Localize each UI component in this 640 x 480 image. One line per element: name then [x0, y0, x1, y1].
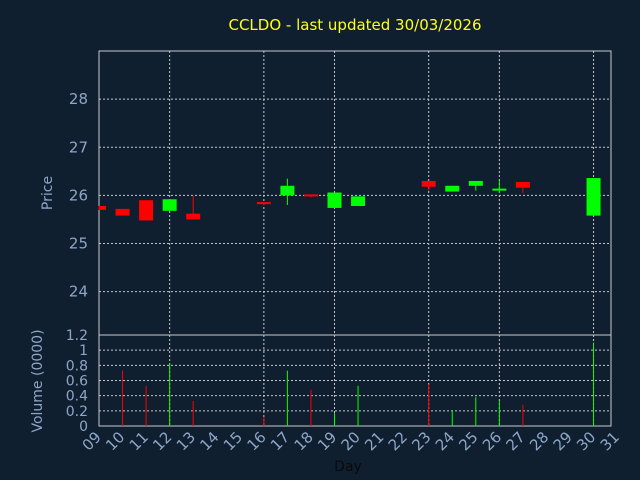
- candle-body: [115, 208, 130, 216]
- volume-tick-label: 0.2: [66, 404, 88, 420]
- candle-body: [256, 202, 271, 205]
- x-tick-label: 18: [291, 428, 317, 454]
- candle-body: [515, 181, 530, 188]
- candle-body: [351, 196, 366, 206]
- x-tick-label: 19: [314, 428, 340, 454]
- x-tick-label: 17: [267, 428, 293, 454]
- candle: [256, 202, 271, 206]
- candle-body: [492, 188, 507, 191]
- candle: [139, 200, 154, 221]
- candle: [421, 180, 436, 191]
- volume-tick-label: 1.2: [66, 328, 88, 344]
- candle-body: [162, 199, 177, 211]
- candle: [115, 208, 130, 216]
- x-tick-label: 21: [361, 428, 387, 454]
- candle-body: [303, 194, 318, 197]
- candle: [98, 205, 106, 210]
- x-tick-label: 22: [385, 428, 411, 454]
- volume-axis-label: Volume (0000): [30, 329, 46, 432]
- x-tick-label: 15: [220, 428, 246, 454]
- candle: [492, 180, 507, 193]
- x-tick-label: 30: [573, 428, 599, 454]
- candle-body: [186, 213, 201, 220]
- x-tick-label: 28: [526, 428, 552, 454]
- candle: [445, 185, 460, 192]
- x-tick-label: 24: [432, 428, 458, 454]
- candle: [186, 195, 201, 220]
- x-tick-label: 14: [196, 428, 222, 454]
- price-tick-label: 26: [69, 186, 88, 204]
- price-tick-label: 27: [69, 138, 88, 156]
- candle-body: [139, 200, 154, 221]
- volume-tick-label: 0.4: [66, 389, 88, 405]
- candle: [327, 192, 342, 208]
- candle: [280, 178, 295, 206]
- volume-tick-label: 0.6: [66, 374, 88, 390]
- candle: [468, 180, 483, 191]
- x-axis: 0910111213141516171819202122232425262728…: [79, 428, 623, 454]
- candles: [98, 178, 601, 221]
- volume-bars: [122, 342, 595, 426]
- candle: [586, 178, 601, 216]
- price-tick-label: 25: [69, 235, 88, 253]
- price-tick-label: 24: [69, 283, 88, 301]
- volume-grid: [99, 335, 611, 426]
- candle-body: [99, 205, 106, 210]
- candle: [351, 196, 366, 206]
- price-axis: 24 25 26 27 28: [69, 90, 88, 301]
- candle: [162, 199, 177, 211]
- x-tick-label: 12: [149, 428, 175, 454]
- volume-tick-label: 0.8: [66, 358, 88, 374]
- volume-tick-label: 0: [79, 419, 88, 435]
- x-tick-label: 10: [102, 428, 128, 454]
- x-tick-label: 31: [597, 428, 623, 454]
- x-tick-label: 11: [126, 428, 152, 454]
- volume-axis: 00.20.40.60.811.2: [66, 328, 88, 435]
- x-tick-label: 13: [173, 428, 199, 454]
- price-grid: [99, 51, 611, 335]
- chart-title: CCLDO - last updated 30/03/2026: [228, 16, 481, 34]
- x-tick-label: 27: [502, 428, 528, 454]
- candle-body: [280, 185, 295, 196]
- candle: [515, 181, 530, 193]
- candle-body: [421, 180, 436, 187]
- candle-body: [468, 180, 483, 186]
- volume-tick-label: 1: [79, 343, 88, 359]
- x-tick-label: 23: [408, 428, 434, 454]
- x-tick-label: 20: [338, 428, 364, 454]
- x-tick-label: 25: [455, 428, 481, 454]
- x-tick-label: 26: [479, 428, 505, 454]
- x-axis-label: Day: [334, 459, 362, 475]
- candle-body: [327, 192, 342, 208]
- x-tick-label: 29: [550, 428, 576, 454]
- price-tick-label: 28: [69, 90, 88, 108]
- price-panel-frame: [98, 50, 612, 336]
- candle-body: [586, 178, 601, 216]
- candle: [303, 194, 318, 198]
- candle-body: [445, 185, 460, 192]
- x-tick-label: 16: [243, 428, 269, 454]
- price-axis-label: Price: [40, 176, 56, 210]
